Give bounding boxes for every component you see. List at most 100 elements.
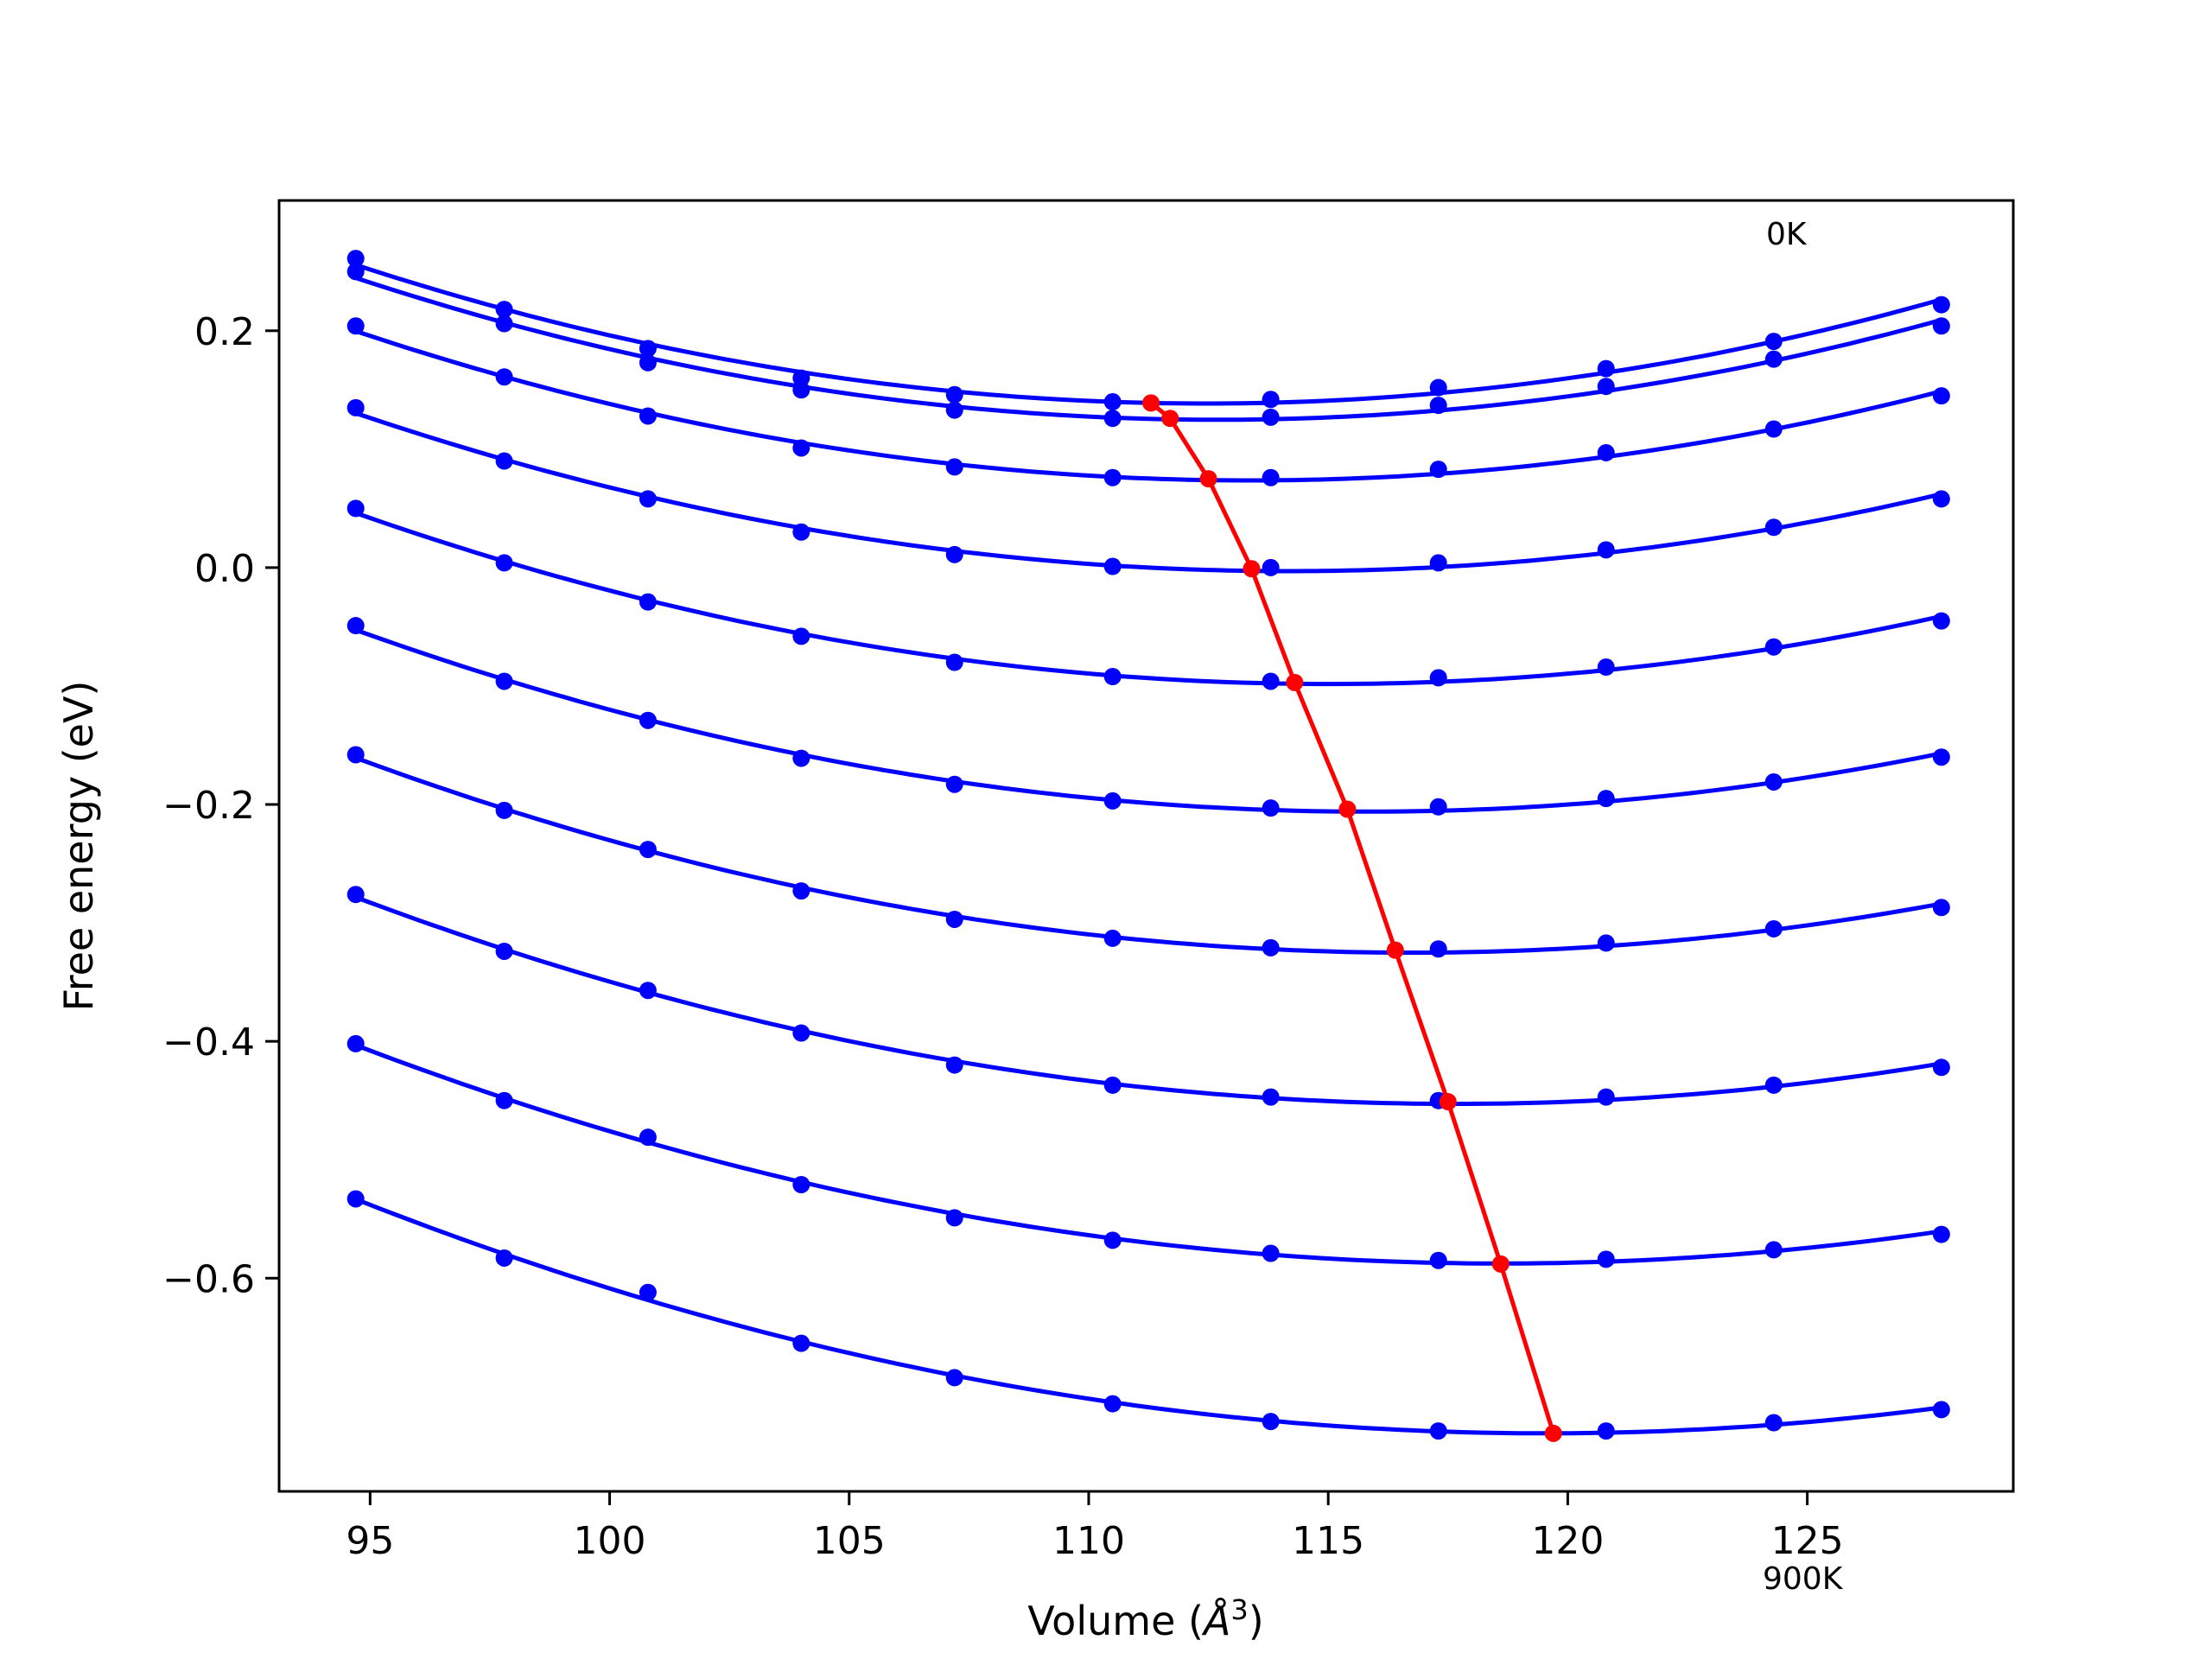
data-point <box>792 369 810 387</box>
data-point <box>1597 790 1615 808</box>
data-point <box>495 368 513 386</box>
minima-point <box>1142 394 1160 412</box>
data-point <box>792 1176 810 1194</box>
data-point <box>1932 490 1950 508</box>
data-point <box>1429 397 1447 415</box>
y-axis-ticks: 0.2 0.0 −0.2 −0.4 −0.6 <box>162 310 279 1301</box>
points-layer <box>346 250 1950 1440</box>
data-point <box>495 301 513 319</box>
data-point <box>1597 1422 1615 1440</box>
data-point <box>792 749 810 767</box>
data-point <box>792 381 810 399</box>
data-point <box>945 653 963 671</box>
data-point <box>1429 798 1447 816</box>
x-tick-label: 105 <box>813 1519 886 1563</box>
y-tick-label: −0.2 <box>162 784 255 828</box>
x-tick-label: 125 <box>1771 1519 1844 1563</box>
data-point <box>945 458 963 476</box>
x-axis-label-base: Volume ( <box>1027 1598 1204 1644</box>
x-tick-label: 115 <box>1292 1519 1364 1563</box>
data-point <box>1932 1401 1950 1419</box>
y-tick-label: −0.4 <box>162 1020 255 1065</box>
y-tick-label: 0.0 <box>194 547 255 591</box>
data-point <box>792 439 810 457</box>
data-point <box>1429 554 1447 572</box>
minima-point <box>1338 800 1357 818</box>
data-point <box>1429 461 1447 479</box>
series-curve-2 <box>354 328 1942 483</box>
data-point <box>945 1369 963 1387</box>
data-point <box>639 841 657 859</box>
data-point <box>346 1034 365 1052</box>
x-axis-ticks: 95 100 105 110 115 120 125 <box>346 1491 1844 1563</box>
data-point <box>1932 748 1950 766</box>
data-point <box>1429 378 1447 397</box>
data-point <box>1764 1241 1783 1259</box>
series-curve-4 <box>354 511 1942 687</box>
minima-point <box>1286 673 1304 691</box>
data-point <box>346 886 365 904</box>
data-point <box>1932 296 1950 314</box>
data-point <box>1597 378 1615 396</box>
data-point <box>495 315 513 333</box>
x-tick-label: 100 <box>574 1519 646 1563</box>
data-point <box>1103 929 1122 947</box>
data-point <box>346 250 365 268</box>
data-point <box>792 1024 810 1042</box>
annotation-top: 0K <box>1766 217 1808 252</box>
data-point <box>495 801 513 819</box>
series-curve-5 <box>354 627 1942 814</box>
data-point <box>1262 391 1280 409</box>
data-point <box>639 1128 657 1147</box>
plot-frame <box>277 199 2015 1493</box>
data-point <box>1764 350 1783 368</box>
data-point <box>1262 558 1280 576</box>
data-point <box>1597 443 1615 461</box>
data-point <box>1103 557 1122 575</box>
data-point <box>1932 612 1950 630</box>
data-point <box>1103 791 1122 810</box>
data-point <box>346 1190 365 1208</box>
data-point <box>945 910 963 928</box>
data-point <box>495 942 513 960</box>
annotation-bottom: 900K <box>1763 1561 1844 1597</box>
data-point <box>1764 420 1783 438</box>
series-curve-1 <box>354 276 1942 423</box>
data-point <box>1597 1250 1615 1268</box>
data-point <box>1103 468 1122 486</box>
data-point <box>1262 1088 1280 1106</box>
minima-line <box>1149 401 1556 1434</box>
data-point <box>1262 938 1280 957</box>
data-point <box>1932 317 1950 335</box>
data-point <box>1764 518 1783 537</box>
data-point <box>945 775 963 793</box>
data-point <box>1597 658 1615 677</box>
y-tick-label: −0.6 <box>162 1257 255 1301</box>
data-point <box>1932 387 1950 405</box>
data-point <box>495 554 513 572</box>
data-point <box>792 627 810 645</box>
data-point <box>1764 1414 1783 1432</box>
data-point <box>346 398 365 416</box>
data-point <box>639 1283 657 1301</box>
data-point <box>346 617 365 635</box>
data-point <box>639 353 657 372</box>
curves-layer <box>354 263 1942 1436</box>
data-point <box>1597 359 1615 378</box>
data-point <box>495 452 513 470</box>
data-point <box>1597 1088 1615 1106</box>
data-point <box>1262 799 1280 817</box>
x-axis-label-close: ) <box>1249 1598 1264 1644</box>
data-point <box>1103 667 1122 685</box>
data-point <box>1429 1251 1447 1269</box>
data-point <box>1429 1422 1447 1440</box>
data-point <box>1103 1076 1122 1094</box>
minima-point <box>1161 410 1179 428</box>
data-point <box>1764 1076 1783 1094</box>
minima-point <box>1243 560 1261 578</box>
minima-point <box>1491 1255 1510 1273</box>
x-tick-label: 95 <box>346 1519 394 1563</box>
minima-layer <box>1142 394 1562 1442</box>
data-point <box>639 593 657 611</box>
